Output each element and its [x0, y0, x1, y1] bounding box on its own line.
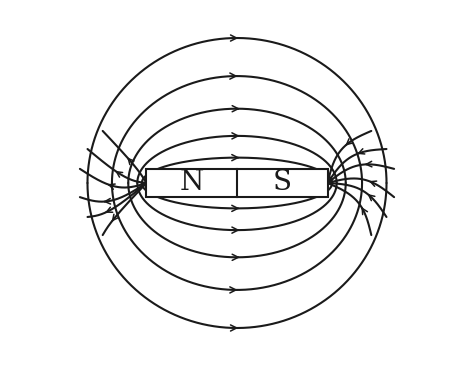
Bar	[146, 169, 328, 197]
Text: S: S	[273, 169, 292, 197]
Text: N: N	[180, 169, 204, 197]
